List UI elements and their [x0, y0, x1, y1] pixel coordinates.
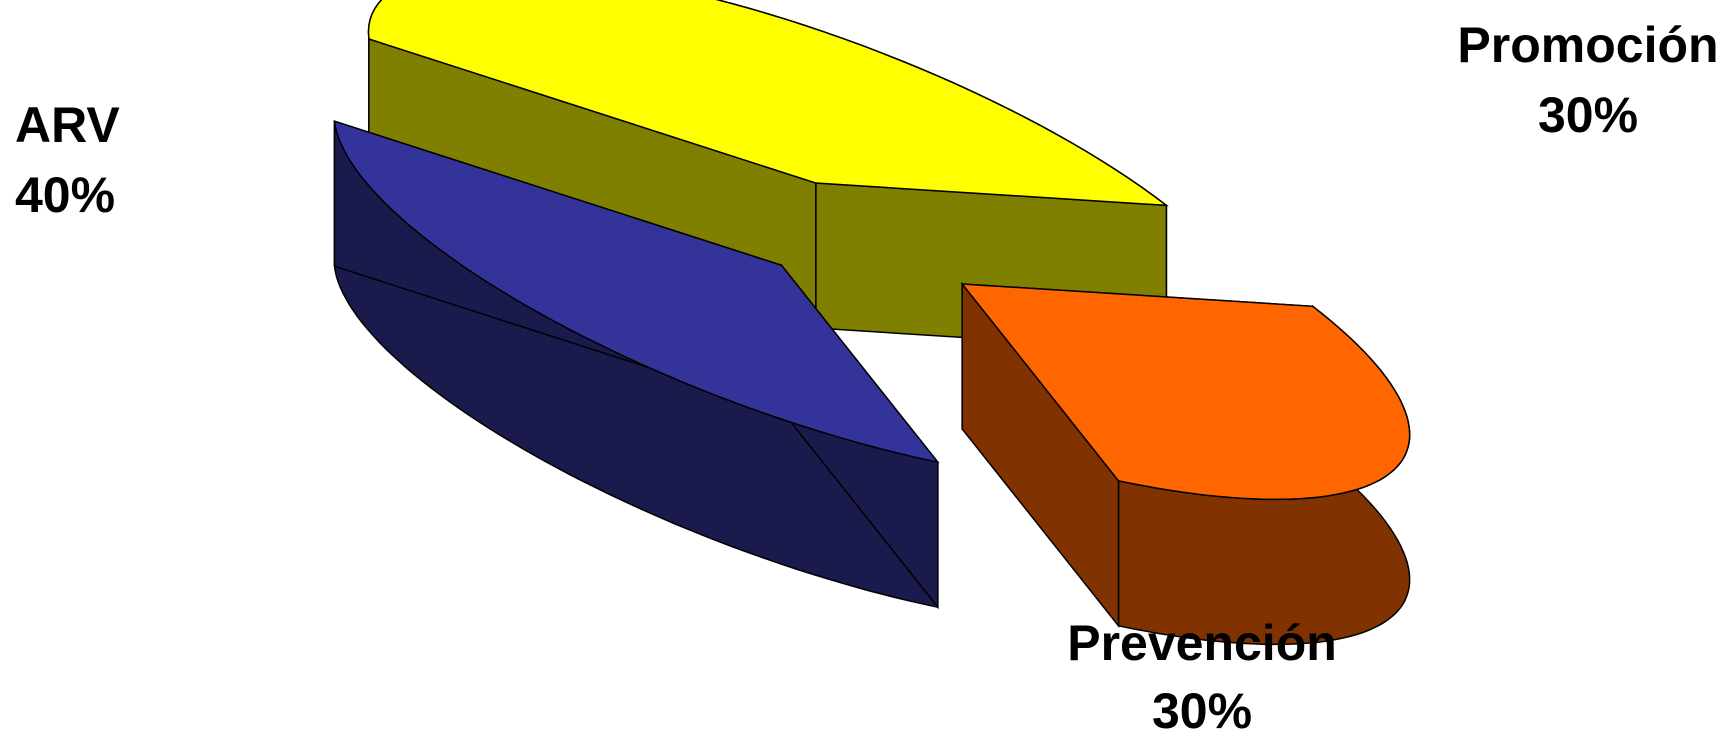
slice-value-prevencion: 30% [1152, 683, 1252, 732]
slice-top-arv [367, 0, 1169, 207]
slice-top-promocion [960, 283, 1411, 501]
slice-value-promocion: 30% [1538, 87, 1638, 143]
slice-top-prevencion [333, 120, 940, 464]
slice-value-arv: 40% [15, 167, 115, 223]
slice-label-arv: ARV [15, 97, 120, 153]
pie-slices [333, 0, 1411, 646]
slice-label-prevencion: Prevención [1067, 615, 1337, 671]
slice-label-promocion: Promoción [1457, 17, 1718, 73]
